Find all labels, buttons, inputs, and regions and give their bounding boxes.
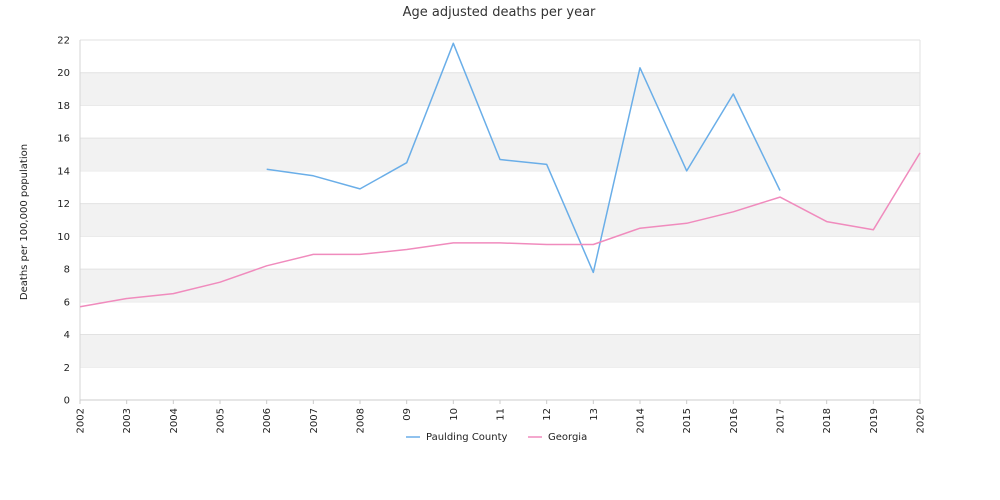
y-tick-label: 6 <box>64 297 70 308</box>
series-line-georgia <box>79 152 921 308</box>
y-tick-label: 4 <box>64 330 70 341</box>
y-tick-label: 10 <box>57 232 70 243</box>
y-tick-label: 16 <box>57 134 70 145</box>
chart-title: Age adjusted deaths per year <box>403 5 596 20</box>
y-tick-label: 18 <box>57 101 70 112</box>
y-tick-label: 22 <box>57 36 70 47</box>
x-tick-label: 11 <box>496 408 507 421</box>
x-tick-label: 12 <box>542 408 553 421</box>
legend-item-georgia[interactable]: Georgia <box>528 432 587 443</box>
x-tick-label: 2020 <box>916 408 927 433</box>
series-lines <box>79 42 921 308</box>
grid-band <box>80 334 920 368</box>
x-tick-label: 2017 <box>776 408 787 433</box>
y-axis-label: Deaths per 100,000 population <box>19 144 30 300</box>
y-tick-label: 8 <box>64 265 70 276</box>
x-tick-label: 2016 <box>729 408 740 433</box>
x-axis-ticks: 2002 2003 2004 2005 2006 2007 2008 09 10 11 12 13 20… <box>76 400 927 433</box>
x-tick-label: 13 <box>589 408 600 421</box>
series-line-paulding-county <box>266 42 781 274</box>
y-tick-label: 20 <box>57 68 70 79</box>
legend[interactable]: Paulding County Georgia <box>406 432 587 443</box>
x-tick-label: 2007 <box>309 408 320 433</box>
x-tick-label: 2004 <box>169 408 180 433</box>
y-axis-ticks: 0 2 4 6 8 10 12 14 16 18 20 22 <box>57 36 70 407</box>
x-tick-label: 2014 <box>636 408 647 433</box>
legend-label: Georgia <box>548 432 587 443</box>
y-tick-label: 14 <box>57 166 70 177</box>
grid-band <box>80 72 920 106</box>
x-tick-label: 2002 <box>76 408 87 433</box>
y-tick-label: 0 <box>64 396 70 407</box>
x-tick-label: 2008 <box>356 408 367 433</box>
legend-item-paulding-county[interactable]: Paulding County <box>406 432 508 443</box>
x-tick-label: 2003 <box>122 408 133 433</box>
grid-band <box>80 138 920 171</box>
x-tick-label: 2005 <box>216 408 227 433</box>
x-tick-label: 09 <box>402 408 413 421</box>
x-tick-label: 2018 <box>822 408 833 433</box>
x-tick-label: 2006 <box>262 408 273 433</box>
grid-band <box>80 269 920 302</box>
y-tick-label: 12 <box>57 199 70 210</box>
legend-label: Paulding County <box>426 432 508 443</box>
x-tick-label: 2015 <box>682 408 693 433</box>
y-tick-label: 2 <box>64 363 70 374</box>
x-tick-label: 10 <box>449 408 460 421</box>
grid-band <box>80 203 920 237</box>
grid-bands <box>80 39 920 368</box>
x-tick-label: 2019 <box>869 408 880 433</box>
